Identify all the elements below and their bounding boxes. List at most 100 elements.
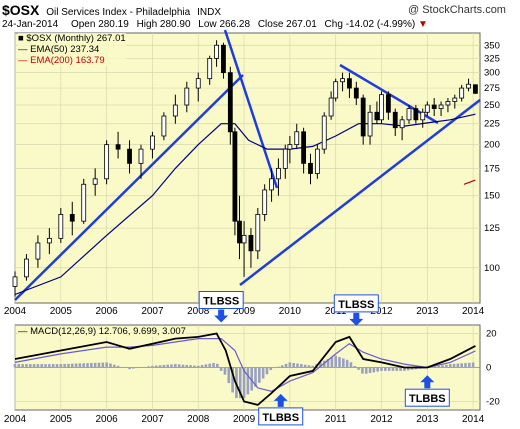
candle-body-13 <box>161 115 167 137</box>
macd-hist-bar-61 <box>246 367 250 395</box>
candle-body-36 <box>328 97 334 117</box>
candle-body-49 <box>413 108 419 121</box>
candle-body-51 <box>424 104 430 113</box>
macd-hist-bar-115 <box>452 363 456 368</box>
close-value: 267.01 <box>286 19 317 30</box>
candle-body-17 <box>207 58 213 80</box>
macd-hist-bar-92 <box>364 367 368 374</box>
macd-hist-bar-11 <box>55 364 59 368</box>
candle-body-22 <box>237 220 242 244</box>
candle-body-18 <box>214 44 219 59</box>
candle-body-4 <box>58 214 64 239</box>
legend-macd: MACD(12,26,9) 12.706, 9.699, 3.007 <box>30 326 186 337</box>
candle-body-55 <box>452 97 458 102</box>
macd-line <box>14 332 476 406</box>
macd-hist-bar-111 <box>437 365 441 368</box>
macd-hist-bar-59 <box>238 367 242 399</box>
macd-hist-bar-77 <box>307 365 311 368</box>
macd-histogram <box>13 355 475 399</box>
macd-hist-bar-44 <box>181 364 185 368</box>
macd-hist-bar-53 <box>216 363 219 368</box>
macd-hist-bar-98 <box>387 367 391 371</box>
watermark: @ StockCharts.com <box>408 4 506 16</box>
macd-hist-bar-57 <box>231 367 234 393</box>
open-value: 280.19 <box>98 19 129 30</box>
macd-hist-bar-47 <box>193 365 196 368</box>
macd-hist-bar-72 <box>288 362 292 368</box>
candle-body-41 <box>360 97 366 137</box>
macd-hist-bar-114 <box>448 364 452 368</box>
price-x-tick-2008: 2008 <box>187 306 210 317</box>
candle-body-48 <box>406 108 412 121</box>
price-x-ticks: 2004200520062007200820092010201120122013… <box>4 306 485 317</box>
macd-hist-bar-33 <box>139 367 143 368</box>
macd-hist-bar-94 <box>372 367 376 373</box>
candle-body-1 <box>24 258 29 278</box>
price-x-tick-2010: 2010 <box>279 306 302 317</box>
macd-x-tick-2011: 2011 <box>325 414 347 425</box>
macd-hist-bar-42 <box>174 364 177 368</box>
candle-body-3 <box>46 237 52 244</box>
price-x-tick-2004: 2004 <box>4 306 27 317</box>
macd-hist-bar-25 <box>109 363 112 368</box>
candle-body-58 <box>473 84 478 94</box>
macd-hist-bar-85 <box>338 357 341 368</box>
candle-body-32 <box>301 131 307 164</box>
candle-body-52 <box>431 104 437 110</box>
exchange: INDX <box>197 7 222 18</box>
candle-body-2 <box>35 242 41 260</box>
annotation-box-1 <box>258 407 304 426</box>
annotation-label-3: TLBBS <box>409 393 446 405</box>
annotation-arrow-down-0 <box>214 309 229 323</box>
macd-hist-bar-14 <box>67 363 70 368</box>
macd-hist-bar-43 <box>177 364 181 368</box>
candle-body-30 <box>287 144 293 150</box>
candle-body-20 <box>227 72 233 133</box>
macd-hist-bar-51 <box>208 363 212 368</box>
high-value: 280.90 <box>159 19 191 30</box>
price-y-tick-275: 275 <box>484 83 500 94</box>
macd-hist-bar-80 <box>319 362 322 368</box>
macd-hist-bar-104 <box>410 367 414 370</box>
candle-body-43 <box>374 111 380 121</box>
macd-hist-bar-18 <box>82 363 86 368</box>
macd-hist-bar-1 <box>17 364 21 368</box>
candle-body-45 <box>385 94 391 113</box>
candle-body-10 <box>127 148 132 164</box>
legend-price-line-icon: ■ <box>18 33 24 44</box>
price-y-tick-300: 300 <box>484 68 500 79</box>
macd-hist-bar-60 <box>242 367 246 399</box>
low-label: Low <box>198 19 217 30</box>
macd-hist-bar-103 <box>406 367 410 371</box>
candle-body-53 <box>438 104 444 110</box>
macd-hist-bar-83 <box>330 357 334 368</box>
price-candles <box>12 40 478 297</box>
candle-body-56 <box>459 87 465 99</box>
candle-body-47 <box>399 119 405 129</box>
macd-hist-bar-13 <box>63 363 66 368</box>
annotation-label-1: TLBBS <box>262 412 299 424</box>
price-y-ticks: 350 325 300 275 250 225 200 175 150 125 100 <box>484 40 500 273</box>
macd-hist-bar-16 <box>74 363 78 368</box>
macd-hist-bar-4 <box>28 364 32 368</box>
macd-hist-bar-74 <box>296 363 299 368</box>
candle-body-46 <box>392 111 398 129</box>
low-value: 266.28 <box>219 19 251 30</box>
candle-body-26 <box>262 189 268 215</box>
candle-body-5 <box>69 214 75 222</box>
candle-body-37 <box>333 81 339 99</box>
macd-hist-bar-52 <box>212 362 215 368</box>
macd-hist-bar-62 <box>250 367 253 391</box>
candle-body-44 <box>379 94 384 121</box>
macd-x-tick-2005: 2005 <box>50 414 73 425</box>
macd-hist-bar-17 <box>78 363 82 368</box>
candle-body-0 <box>12 276 18 287</box>
macd-x-tick-2008: 2008 <box>187 414 210 425</box>
price-x-tick-2013: 2013 <box>416 306 439 317</box>
macd-x-tick-2013: 2013 <box>416 414 439 425</box>
macd-hist-bar-67 <box>269 367 273 371</box>
macd-hist-bar-20 <box>90 362 93 368</box>
chg-label: Chg <box>324 19 343 30</box>
annotation-arrow-up-3 <box>420 375 435 389</box>
macd-hist-bar-31 <box>132 367 135 369</box>
